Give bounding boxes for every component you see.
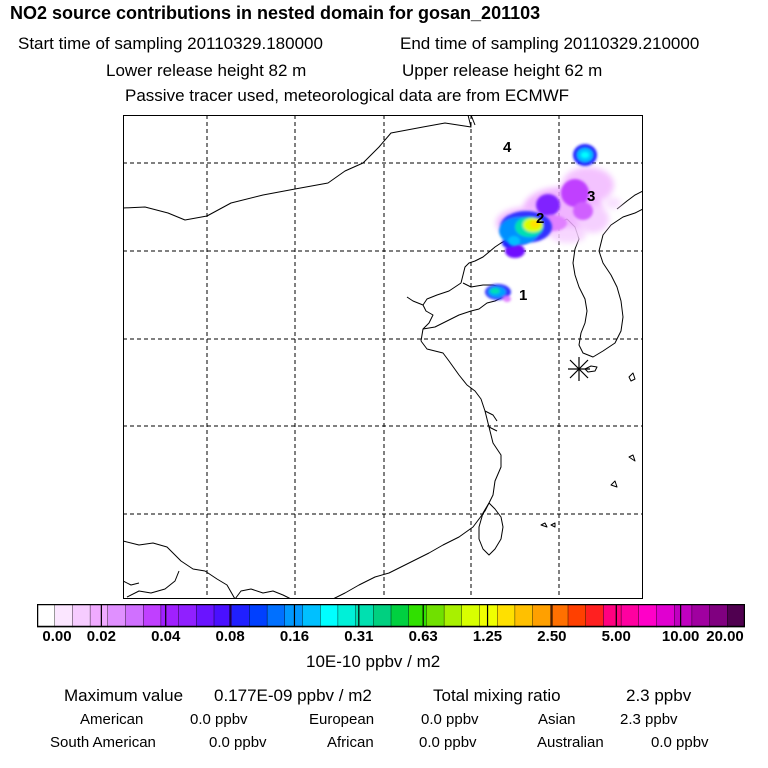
source-label-4: 4 [503, 139, 512, 156]
colorbar-tick-label: 10.00 [661, 628, 700, 645]
colorbar-cell [674, 604, 693, 628]
page-title: NO2 source contributions in nested domai… [10, 3, 541, 23]
colorbar-cell [89, 604, 109, 628]
source-label-1: 1 [519, 287, 527, 304]
region-asian-value: 2.3 ppbv [620, 711, 678, 728]
concentration-plume [485, 144, 621, 302]
colorbar-cell [337, 604, 357, 628]
region-european-value: 0.0 ppbv [421, 711, 479, 728]
colorbar-cell [497, 604, 516, 628]
colorbar-cell [638, 604, 658, 628]
colorbar-unit-label: 10E-10 ppbv / m2 [306, 652, 441, 671]
end-time-label: End time of sampling 20110329.210000 [400, 34, 700, 53]
colorbar-cell [196, 604, 215, 628]
map-frame [123, 115, 643, 599]
colorbar-tick-label: 0.02 [86, 628, 116, 645]
colorbar-cell [727, 604, 745, 628]
colorbar-cell [656, 604, 675, 628]
colorbar-cell [408, 604, 428, 628]
colorbar-cell [603, 604, 622, 628]
colorbar-tick-label: 5.00 [601, 628, 631, 645]
colorbar-cell [249, 604, 268, 628]
lat-lon-grid [123, 115, 643, 599]
colorbar-cell [231, 604, 251, 628]
region-african-name: African [327, 734, 374, 751]
max-value-label: Maximum value [64, 686, 184, 705]
colorbar-cell [54, 604, 74, 628]
colorbar-cell [514, 604, 534, 628]
colorbar-tick-label: 0.00 [42, 628, 72, 645]
source-label-3: 3 [587, 188, 595, 205]
colorbar-cell [532, 604, 552, 628]
colorbar-cell [37, 604, 56, 628]
colorbar-cell [426, 604, 445, 628]
colorbar-cell [461, 604, 481, 628]
colorbar-cell [479, 604, 498, 628]
region-american-value: 0.0 ppbv [190, 711, 248, 728]
colorbar-cell [125, 604, 144, 628]
colorbar-cell [373, 604, 392, 628]
tracer-info-label: Passive tracer used, meteorological data… [125, 86, 570, 105]
colorbar-cell [709, 604, 728, 628]
start-time-label: Start time of sampling 20110329.180000 [18, 34, 323, 53]
region-south-american-name: South American [50, 734, 156, 751]
colorbar-tick-label: 20.00 [706, 628, 744, 645]
colorbar-cell [160, 604, 180, 628]
colorbar [37, 604, 745, 628]
region-african-value: 0.0 ppbv [419, 734, 477, 751]
lower-release-height-label: Lower release height 82 m [106, 61, 307, 80]
colorbar-cell [443, 604, 463, 628]
colorbar-tick-label: 0.08 [215, 628, 245, 645]
receptor-star-icon [568, 357, 590, 381]
colorbar-cell [320, 604, 339, 628]
max-value: 0.177E-09 ppbv / m2 [214, 686, 372, 705]
colorbar-cell [550, 604, 569, 628]
region-asian-name: Asian [538, 711, 576, 728]
colorbar-cell [142, 604, 162, 628]
region-south-american-value: 0.0 ppbv [209, 734, 267, 751]
colorbar-cell [390, 604, 410, 628]
colorbar-cell [620, 604, 640, 628]
colorbar-cell [107, 604, 127, 628]
colorbar-cell [567, 604, 587, 628]
colorbar-tick-label: 0.31 [344, 628, 374, 645]
colorbar-cell [585, 604, 605, 628]
colorbar-tick-label: 0.63 [408, 628, 438, 645]
map-panel: 4 3 2 1 [123, 115, 643, 599]
colorbar-tick-label: 0.04 [151, 628, 181, 645]
colorbar-tick-label: 2.50 [537, 628, 567, 645]
region-american-name: American [80, 711, 144, 728]
colorbar-cell [72, 604, 91, 628]
colorbar-cell [691, 604, 711, 628]
colorbar-cell [302, 604, 321, 628]
colorbar-cell [178, 604, 198, 628]
upper-release-height-label: Upper release height 62 m [402, 61, 603, 80]
region-australian-value: 0.0 ppbv [651, 734, 709, 751]
source-label-2: 2 [536, 210, 544, 227]
colorbar-cell [213, 604, 233, 628]
total-mixing-label: Total mixing ratio [433, 686, 561, 705]
colorbar-tick-label: 1.25 [472, 628, 503, 645]
colorbar-tick-label: 0.16 [279, 628, 310, 645]
region-australian-name: Australian [537, 734, 604, 751]
region-european-name: European [309, 711, 375, 728]
colorbar-cell [266, 604, 286, 628]
total-mixing-value: 2.3 ppbv [626, 686, 692, 705]
